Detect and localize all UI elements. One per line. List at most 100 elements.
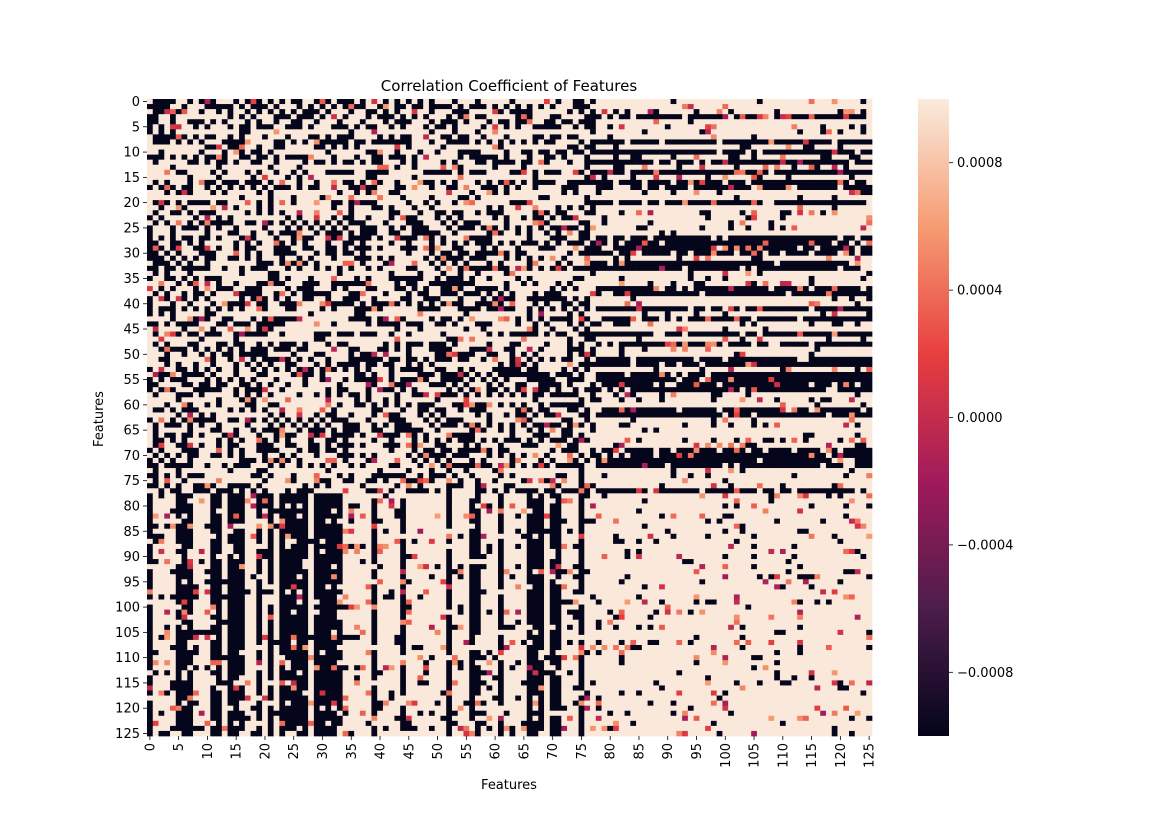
- heatmap-cell: [561, 114, 568, 120]
- heatmap-cell: [802, 275, 810, 282]
- heatmap-cell: [670, 200, 677, 206]
- heatmap-cell: [377, 154, 384, 161]
- heatmap-cell: [417, 195, 424, 201]
- heatmap-cell: [774, 260, 781, 267]
- heatmap-cell: [210, 275, 217, 282]
- heatmap-cell: [751, 235, 758, 241]
- heatmap-cell: [198, 205, 205, 211]
- heatmap-cell: [451, 164, 459, 171]
- heatmap-cell: [848, 205, 856, 211]
- heatmap-cell: [354, 134, 361, 140]
- heatmap-cell: [457, 99, 464, 105]
- heatmap-cell: [831, 144, 838, 150]
- heatmap-cell: [342, 275, 349, 282]
- heatmap-cell: [158, 114, 165, 120]
- heatmap-cell: [584, 291, 591, 297]
- heatmap-cell: [837, 114, 844, 120]
- heatmap-cell: [164, 275, 171, 282]
- heatmap-cell: [377, 255, 384, 262]
- heatmap-cell: [440, 215, 447, 221]
- heatmap-cell: [428, 114, 436, 120]
- heatmap-cell: [636, 270, 643, 277]
- heatmap-cell: [285, 215, 292, 221]
- heatmap-cell: [497, 245, 505, 252]
- heatmap-cell: [710, 240, 717, 246]
- heatmap-cell: [733, 179, 740, 186]
- heatmap-cell: [636, 179, 643, 186]
- heatmap-cell: [618, 286, 625, 292]
- heatmap-cell: [722, 291, 729, 297]
- heatmap-cell: [175, 275, 182, 282]
- heatmap-cell: [613, 230, 620, 236]
- heatmap-cell: [313, 139, 320, 145]
- heatmap-cell: [273, 245, 280, 252]
- heatmap-cell: [233, 220, 240, 226]
- heatmap-cell: [630, 275, 637, 282]
- heatmap-cell: [239, 240, 246, 246]
- heatmap-cell: [549, 275, 556, 282]
- heatmap-cell: [538, 134, 545, 140]
- heatmap-cell: [624, 255, 631, 262]
- heatmap-cell: [578, 119, 585, 125]
- heatmap-cell: [359, 164, 366, 171]
- heatmap-cell: [670, 119, 677, 125]
- heatmap-cell: [354, 119, 361, 125]
- heatmap-cell: [693, 220, 700, 226]
- heatmap-cell: [791, 144, 798, 150]
- heatmap-cell: [728, 270, 735, 277]
- heatmap-cell: [745, 255, 752, 262]
- heatmap-cell: [526, 144, 533, 150]
- heatmap-cell: [590, 144, 597, 150]
- heatmap-cell: [561, 250, 568, 257]
- heatmap-cell: [705, 169, 712, 176]
- heatmap-cell: [354, 129, 361, 135]
- heatmap-cell: [296, 104, 303, 110]
- heatmap-cell: [480, 169, 487, 176]
- heatmap-cell: [607, 159, 614, 166]
- heatmap-cell: [193, 149, 200, 155]
- heatmap-cell: [825, 230, 833, 236]
- heatmap-cell: [193, 205, 200, 211]
- heatmap-cell: [469, 169, 476, 176]
- heatmap-cell: [808, 129, 815, 135]
- heatmap-cell: [814, 210, 821, 216]
- heatmap-cell: [434, 190, 441, 196]
- heatmap-cell: [331, 220, 338, 226]
- heatmap-cell: [365, 149, 372, 155]
- heatmap-cell: [802, 240, 810, 246]
- heatmap-cell: [262, 200, 269, 206]
- heatmap-cell: [555, 190, 562, 196]
- heatmap-cell: [739, 286, 746, 292]
- heatmap-cell: [296, 235, 303, 241]
- heatmap-cell: [331, 134, 338, 140]
- heatmap-cell: [756, 109, 764, 115]
- heatmap-cell: [751, 260, 758, 267]
- heatmap-cell: [722, 134, 729, 140]
- heatmap-cell: [549, 260, 556, 267]
- heatmap-cell: [411, 270, 418, 277]
- heatmap-cell: [417, 114, 424, 120]
- heatmap-cell: [837, 149, 844, 155]
- heatmap-cell: [756, 286, 764, 292]
- heatmap-cell: [239, 225, 246, 231]
- heatmap-cell: [710, 291, 717, 297]
- heatmap-cell: [285, 235, 292, 241]
- heatmap-cell: [664, 200, 671, 206]
- heatmap-cell: [147, 225, 154, 231]
- heatmap-cell: [808, 144, 815, 150]
- heatmap-cell: [647, 99, 654, 105]
- heatmap-cell: [544, 215, 551, 221]
- heatmap-cell: [641, 240, 648, 246]
- heatmap-cell: [170, 190, 177, 196]
- heatmap-cell: [636, 250, 643, 257]
- heatmap-cell: [187, 174, 194, 181]
- heatmap-cell: [336, 210, 343, 216]
- heatmap-cell: [728, 215, 735, 221]
- heatmap-cell: [682, 255, 689, 262]
- heatmap-cell: [814, 245, 821, 252]
- heatmap-cell: [848, 215, 856, 221]
- heatmap-cell: [664, 174, 671, 181]
- heatmap-cell: [584, 250, 591, 257]
- heatmap-cell: [555, 104, 562, 110]
- heatmap-cell: [791, 190, 798, 196]
